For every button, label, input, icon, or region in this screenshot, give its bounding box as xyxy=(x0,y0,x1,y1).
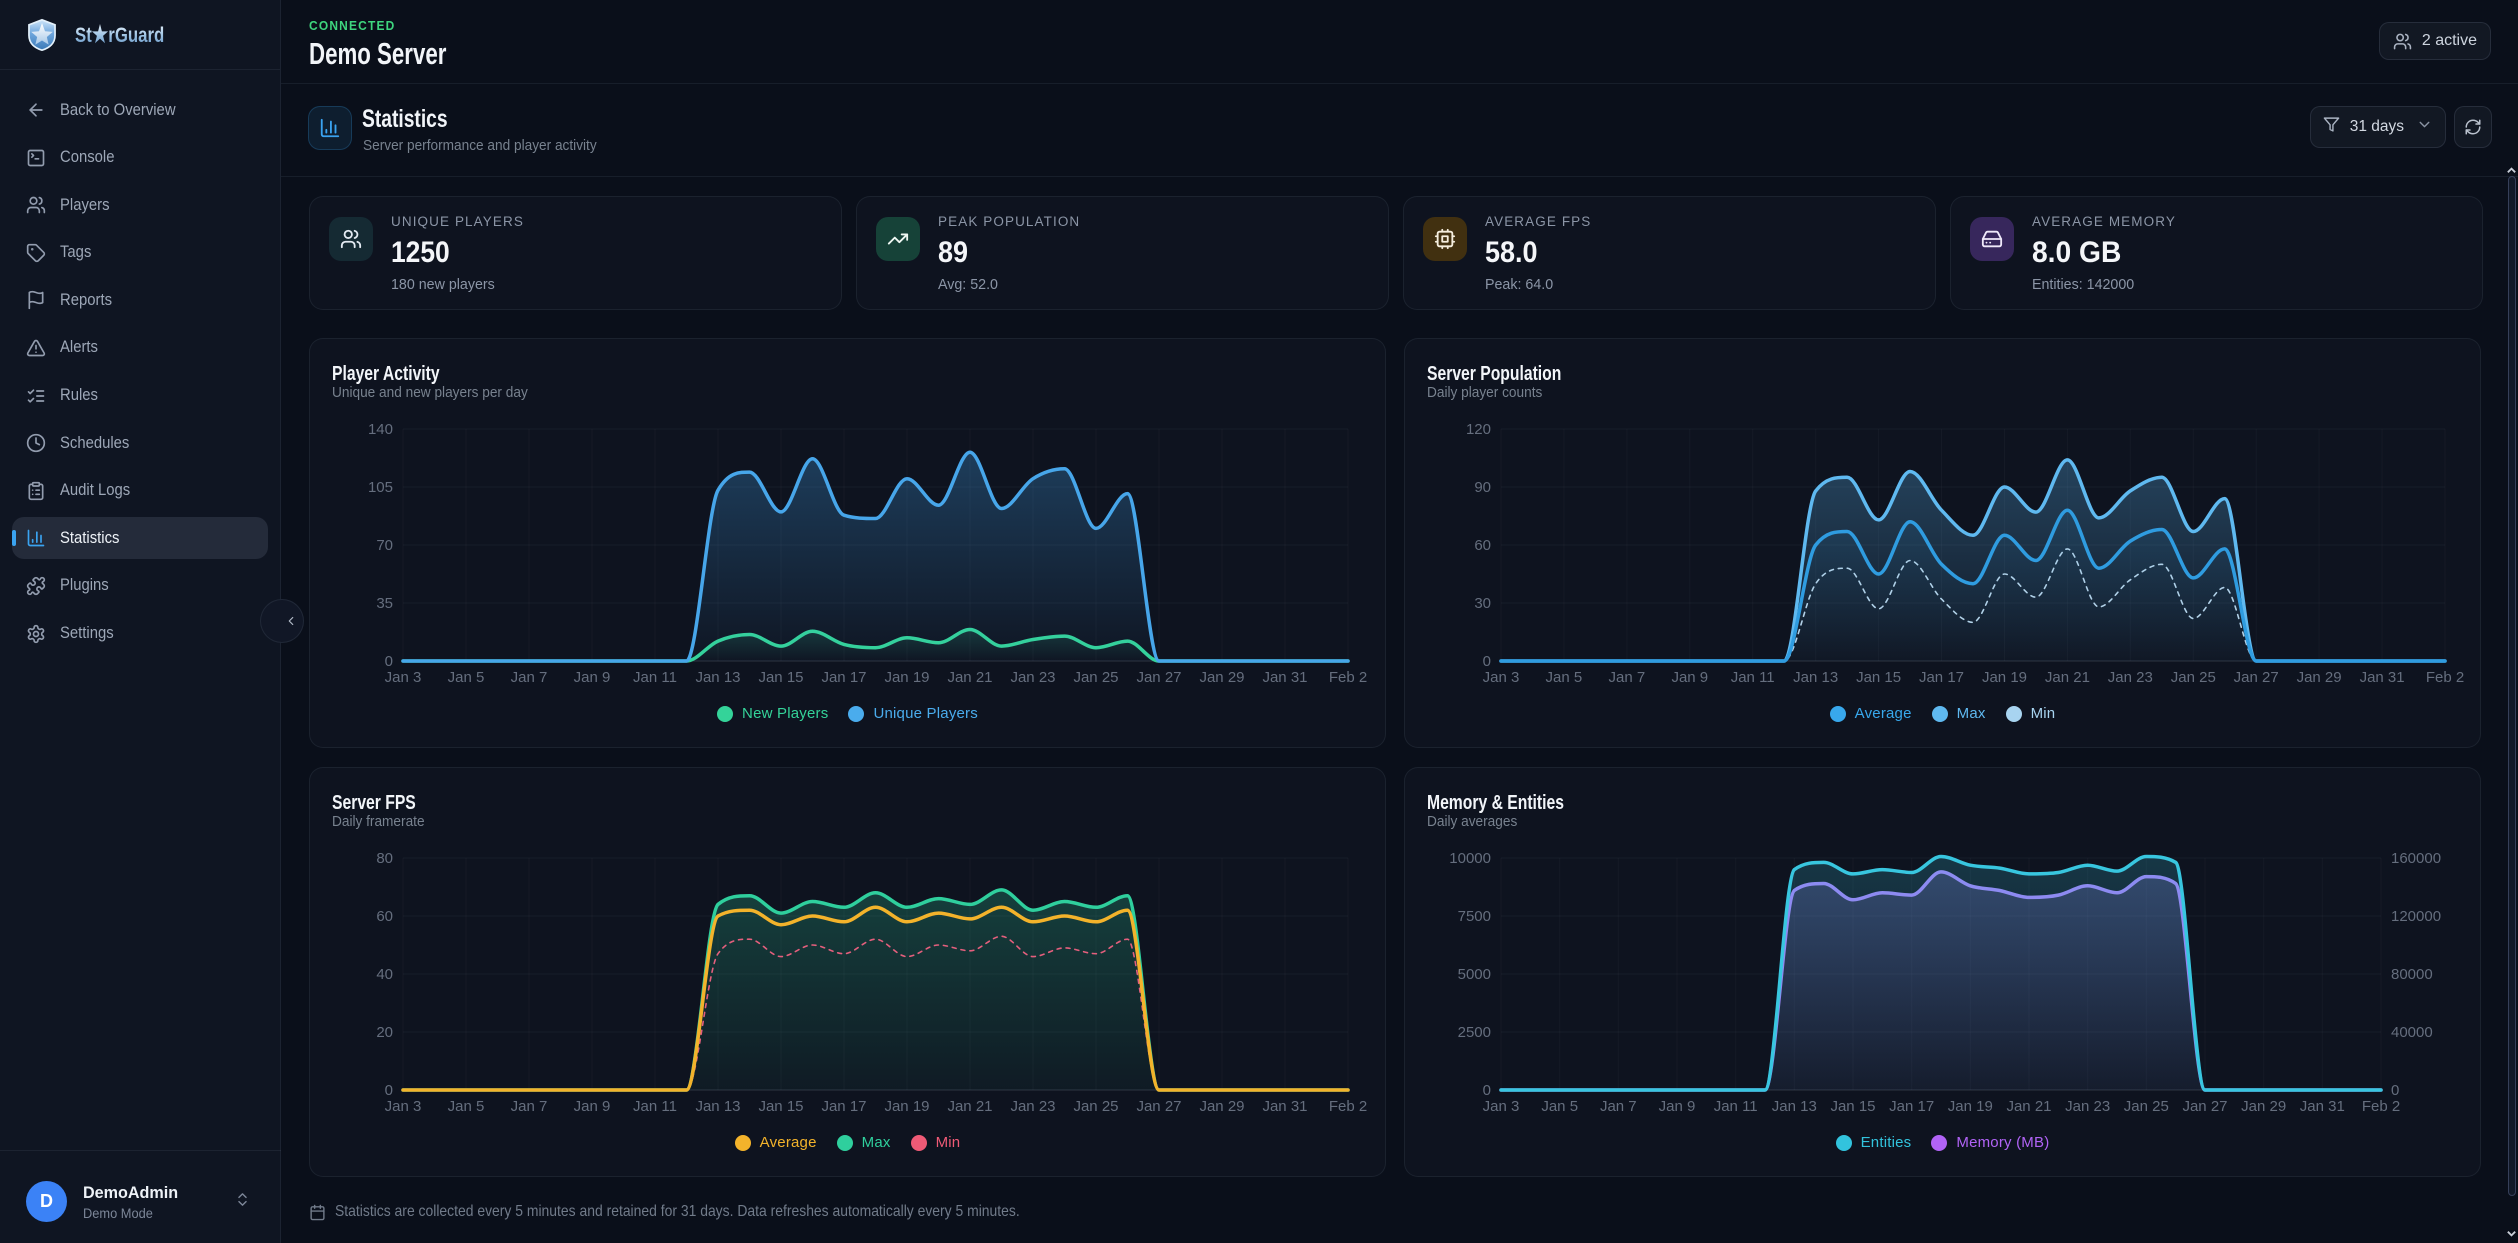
svg-text:Jan 25: Jan 25 xyxy=(1073,1098,1118,1115)
svg-text:Jan 17: Jan 17 xyxy=(1889,1098,1934,1115)
svg-text:0: 0 xyxy=(1483,1082,1491,1099)
svg-text:40000: 40000 xyxy=(2391,1024,2433,1041)
svg-text:Jan 17: Jan 17 xyxy=(821,1098,866,1115)
svg-text:70: 70 xyxy=(376,537,393,554)
svg-text:80000: 80000 xyxy=(2391,966,2433,983)
svg-text:Jan 29: Jan 29 xyxy=(1199,669,1244,686)
svg-text:Jan 15: Jan 15 xyxy=(758,1098,803,1115)
svg-text:40: 40 xyxy=(376,966,393,983)
svg-text:80: 80 xyxy=(376,850,393,867)
svg-text:Jan 27: Jan 27 xyxy=(1136,669,1181,686)
svg-text:Jan 9: Jan 9 xyxy=(1659,1098,1696,1115)
svg-text:Feb 2: Feb 2 xyxy=(2426,669,2464,686)
svg-text:120: 120 xyxy=(1466,421,1491,438)
svg-text:Jan 23: Jan 23 xyxy=(2108,669,2153,686)
svg-text:Jan 21: Jan 21 xyxy=(2045,669,2090,686)
svg-text:Jan 23: Jan 23 xyxy=(1010,1098,1055,1115)
svg-text:7500: 7500 xyxy=(1458,908,1491,925)
svg-text:Jan 17: Jan 17 xyxy=(1919,669,1964,686)
svg-text:5000: 5000 xyxy=(1458,966,1491,983)
svg-text:Jan 7: Jan 7 xyxy=(511,669,548,686)
svg-text:Jan 13: Jan 13 xyxy=(695,669,740,686)
svg-text:Jan 15: Jan 15 xyxy=(1830,1098,1875,1115)
svg-text:Jan 19: Jan 19 xyxy=(1982,669,2027,686)
svg-text:Jan 17: Jan 17 xyxy=(821,669,866,686)
svg-text:Jan 31: Jan 31 xyxy=(2360,669,2405,686)
svg-text:Jan 15: Jan 15 xyxy=(1856,669,1901,686)
svg-text:Jan 23: Jan 23 xyxy=(1010,669,1055,686)
svg-text:140: 140 xyxy=(368,421,393,438)
svg-text:Feb 2: Feb 2 xyxy=(1329,669,1367,686)
svg-text:Jan 29: Jan 29 xyxy=(1199,1098,1244,1115)
svg-text:Jan 5: Jan 5 xyxy=(448,669,485,686)
svg-text:Jan 15: Jan 15 xyxy=(758,669,803,686)
svg-text:Jan 21: Jan 21 xyxy=(947,1098,992,1115)
svg-text:Jan 13: Jan 13 xyxy=(695,1098,740,1115)
svg-text:Feb 2: Feb 2 xyxy=(1329,1098,1367,1115)
svg-text:60: 60 xyxy=(376,908,393,925)
svg-text:Jan 23: Jan 23 xyxy=(2065,1098,2110,1115)
svg-text:Jan 5: Jan 5 xyxy=(448,1098,485,1115)
svg-text:Jan 27: Jan 27 xyxy=(2234,669,2279,686)
svg-text:Jan 9: Jan 9 xyxy=(574,1098,611,1115)
svg-text:35: 35 xyxy=(376,595,393,612)
svg-text:Jan 21: Jan 21 xyxy=(2006,1098,2051,1115)
svg-text:Jan 13: Jan 13 xyxy=(1772,1098,1817,1115)
svg-text:Jan 3: Jan 3 xyxy=(385,1098,422,1115)
svg-text:Jan 29: Jan 29 xyxy=(2241,1098,2286,1115)
svg-text:Jan 19: Jan 19 xyxy=(884,1098,929,1115)
svg-text:0: 0 xyxy=(385,1082,393,1099)
svg-text:Jan 11: Jan 11 xyxy=(1731,669,1775,686)
svg-text:20: 20 xyxy=(376,1024,393,1041)
svg-text:10000: 10000 xyxy=(1449,850,1491,867)
svg-text:Jan 7: Jan 7 xyxy=(511,1098,548,1115)
svg-text:Jan 19: Jan 19 xyxy=(884,669,929,686)
svg-text:0: 0 xyxy=(2391,1082,2399,1099)
svg-text:Jan 5: Jan 5 xyxy=(1541,1098,1578,1115)
svg-text:0: 0 xyxy=(1483,653,1491,670)
svg-text:Jan 25: Jan 25 xyxy=(2171,669,2216,686)
svg-text:Jan 19: Jan 19 xyxy=(1948,1098,1993,1115)
svg-text:Jan 5: Jan 5 xyxy=(1546,669,1583,686)
svg-text:Jan 21: Jan 21 xyxy=(947,669,992,686)
svg-text:Jan 27: Jan 27 xyxy=(2182,1098,2227,1115)
svg-text:90: 90 xyxy=(1474,479,1491,496)
svg-text:160000: 160000 xyxy=(2391,850,2441,867)
svg-text:Jan 11: Jan 11 xyxy=(633,1098,677,1115)
svg-text:Jan 9: Jan 9 xyxy=(1671,669,1708,686)
svg-text:Jan 11: Jan 11 xyxy=(1714,1098,1758,1115)
svg-text:105: 105 xyxy=(368,479,393,496)
svg-text:Jan 11: Jan 11 xyxy=(633,669,677,686)
svg-text:Jan 9: Jan 9 xyxy=(574,669,611,686)
svg-text:Jan 31: Jan 31 xyxy=(1262,669,1307,686)
svg-text:Jan 25: Jan 25 xyxy=(1073,669,1118,686)
svg-text:Jan 27: Jan 27 xyxy=(1136,1098,1181,1115)
svg-text:60: 60 xyxy=(1474,537,1491,554)
svg-text:Jan 25: Jan 25 xyxy=(2124,1098,2169,1115)
svg-text:0: 0 xyxy=(385,653,393,670)
svg-text:2500: 2500 xyxy=(1458,1024,1491,1041)
svg-text:Jan 29: Jan 29 xyxy=(2297,669,2342,686)
svg-text:Jan 3: Jan 3 xyxy=(1483,669,1520,686)
svg-text:Jan 13: Jan 13 xyxy=(1793,669,1838,686)
svg-text:Feb 2: Feb 2 xyxy=(2362,1098,2400,1115)
svg-text:Jan 3: Jan 3 xyxy=(1483,1098,1520,1115)
svg-text:Jan 7: Jan 7 xyxy=(1600,1098,1637,1115)
svg-text:Jan 3: Jan 3 xyxy=(385,669,422,686)
svg-text:120000: 120000 xyxy=(2391,908,2441,925)
svg-text:Jan 31: Jan 31 xyxy=(2300,1098,2345,1115)
svg-text:Jan 31: Jan 31 xyxy=(1262,1098,1307,1115)
svg-text:30: 30 xyxy=(1474,595,1491,612)
svg-text:Jan 7: Jan 7 xyxy=(1609,669,1646,686)
